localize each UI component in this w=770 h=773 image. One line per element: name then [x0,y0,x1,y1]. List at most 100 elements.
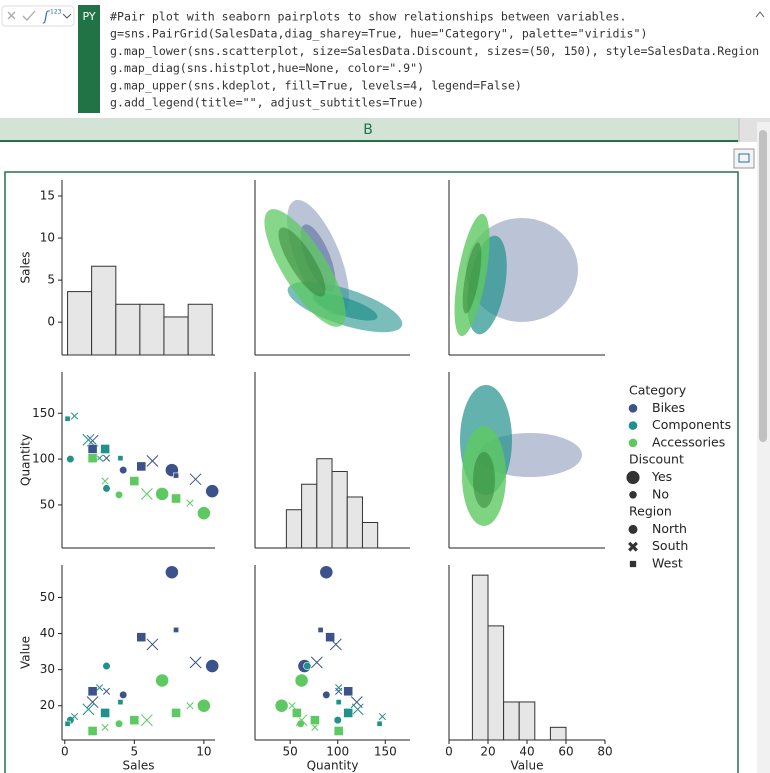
point [351,703,364,716]
legend-marker [629,491,637,499]
point [114,719,124,728]
point [114,490,124,499]
point [136,461,147,472]
code-line: g.map_upper(sns.kdeplot, fill=True, leve… [110,78,522,92]
y-axis-label: Value [19,636,33,669]
x-axis-label: Quantity [307,759,359,773]
cell-type: PY [82,10,95,23]
point [189,473,202,486]
point [197,506,211,521]
point [335,699,342,706]
legend-label: Accessories [652,434,725,449]
legend-label: No [652,486,669,501]
point [296,719,305,728]
point [101,477,109,485]
scrollbar-thumb[interactable] [759,130,767,442]
point [155,673,170,688]
y-tick-label: 5 [47,273,55,287]
legend-label: Bikes [652,400,685,415]
point [189,656,202,669]
legend-label: West [652,556,683,571]
histogram-bar [301,483,318,549]
x-axis-label: Sales [123,759,155,773]
kde-sales-value [454,213,578,337]
formula-controls[interactable] [1,5,75,27]
point [86,696,99,709]
point [319,565,334,580]
y-tick-label: 0 [47,315,55,329]
y-tick-label: 50 [40,497,55,511]
point [140,487,153,500]
point [102,661,111,671]
histogram-bar [471,574,489,741]
card-icon-glyph [738,153,750,163]
column-header[interactable] [0,118,738,142]
y-axis-label: Sales [19,252,33,284]
point [87,686,98,697]
legend-marker [626,470,640,485]
y-axis-label: Quantity [19,434,33,486]
kde-level [473,452,495,508]
cancel-icon[interactable] [7,11,16,20]
point [173,472,180,479]
code-line: g.map_lower(sns.scatterplot, size=SalesD… [110,44,759,58]
point [378,712,386,721]
y-tick-label: 20 [40,698,55,712]
point [102,454,111,462]
point [303,661,312,671]
collapse-icon[interactable] [755,11,765,18]
point [82,433,95,446]
card-icon[interactable] [733,148,755,169]
code-box[interactable] [100,5,754,113]
point [66,454,75,464]
y-tick-label: 15 [40,188,55,202]
point [171,708,181,718]
legend-marker [629,560,637,568]
code: #Pair plot with seaborn pairplots to sho… [110,10,759,110]
point [82,703,95,716]
point [165,565,179,580]
point [274,698,289,713]
point [205,484,220,499]
point [322,690,331,699]
point [294,673,309,688]
legend-marker [628,541,638,552]
point [95,684,104,692]
legend-title: Region [629,504,672,519]
py-badge [78,5,100,113]
point [87,726,98,736]
point [173,626,180,633]
code-line: #Pair plot with seaborn pairplots to sho… [110,10,627,24]
enter-icon[interactable] [22,10,36,21]
point [136,632,147,643]
point [100,444,111,454]
histogram-bar [316,458,333,549]
histogram-bar [163,316,189,356]
x-tick-label: 10 [196,745,211,759]
y-tick-label: 150 [32,406,55,420]
point [64,720,71,727]
legend-label: South [652,538,688,553]
dropdown-icon[interactable] [62,13,72,19]
legend-marker [628,421,638,430]
kde-level [462,242,482,314]
point [343,686,354,697]
histogram-bar [518,701,536,741]
formula-icon[interactable]: ʃ [42,10,50,25]
point [333,716,342,725]
point [140,714,153,727]
kde-sales-quantity [264,199,403,333]
point [197,698,211,713]
x-tick-label: 150 [374,745,397,759]
y-tick-label: 100 [32,452,55,466]
legend-marker [628,438,638,448]
x-tick-label: 0 [61,745,69,759]
histogram-bar [503,701,520,741]
x-tick-label: 5 [131,745,139,759]
point [335,684,343,692]
point [102,687,111,695]
x-tick-label: 80 [597,745,612,759]
point [171,493,181,504]
